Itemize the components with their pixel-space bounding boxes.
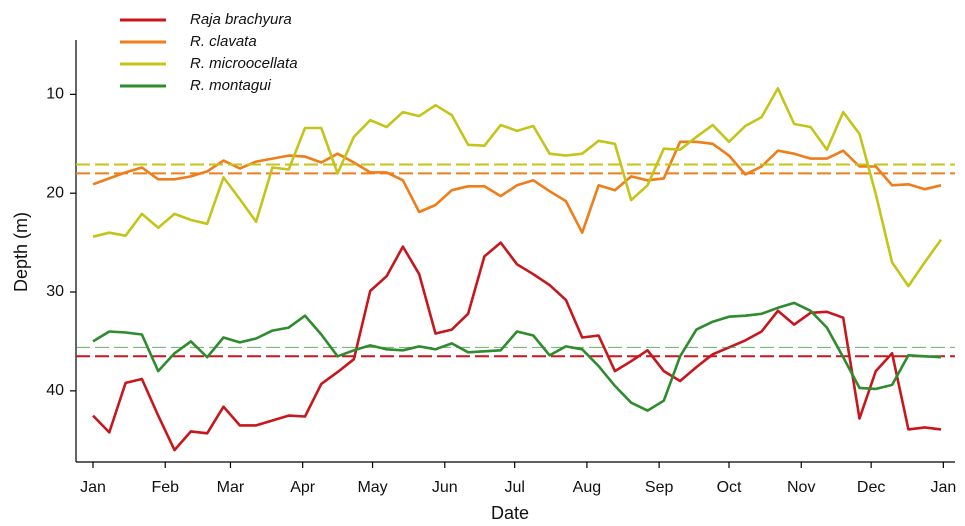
x-tick-label: Jun [432, 479, 458, 496]
series-line [92, 241, 942, 452]
y-tick-label: 20 [46, 184, 64, 201]
y-tick-label: 30 [46, 283, 64, 300]
series-line [92, 301, 942, 412]
legend-label: R. microocellata [190, 55, 298, 72]
x-axis-label: Date [491, 503, 529, 523]
series-line [92, 87, 943, 288]
x-tick-label: Feb [151, 479, 179, 496]
y-tick-label: 10 [46, 86, 64, 103]
x-tick-label: Jul [504, 479, 524, 496]
legend-label: R. montagui [190, 77, 272, 94]
x-tick-label: Aug [573, 479, 601, 496]
x-tick-label: May [357, 479, 387, 496]
x-tick-label: Nov [787, 479, 815, 496]
y-tick-label: 40 [46, 382, 64, 399]
x-tick-label: Dec [857, 479, 885, 496]
x-tick-label: Jan [80, 479, 106, 496]
y-axis-label: Depth (m) [11, 212, 31, 292]
legend-label: Raja brachyura [190, 11, 292, 28]
x-tick-label: Sep [645, 479, 674, 496]
x-tick-label: Mar [217, 479, 245, 496]
x-tick-label: Apr [290, 479, 316, 496]
x-tick-label: Jan [930, 479, 956, 496]
series-line [92, 140, 942, 234]
x-tick-label: Oct [717, 479, 742, 496]
legend-label: R. clavata [190, 33, 257, 50]
